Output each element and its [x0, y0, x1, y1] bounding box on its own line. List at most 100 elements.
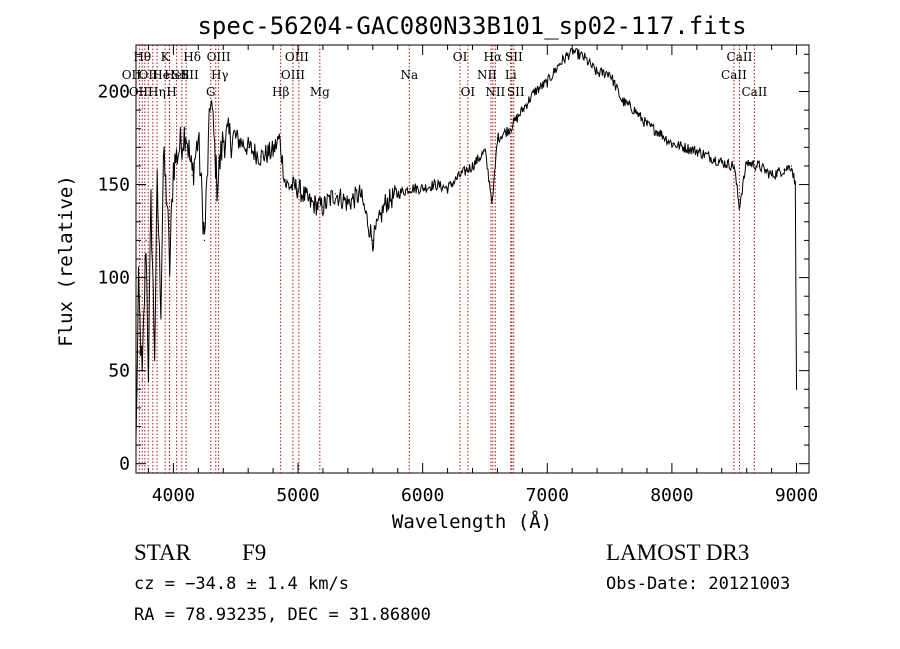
flux-point — [372, 239, 374, 241]
plot-frame — [135, 44, 810, 474]
flux-point — [771, 174, 773, 176]
spectral-line-label: H — [166, 85, 176, 99]
flux-point — [278, 137, 280, 139]
flux-point — [738, 206, 740, 208]
spectral-line-label: CaII — [727, 50, 753, 64]
spectral-line-label: SII — [505, 50, 523, 64]
y-tick-label: 200 — [97, 82, 130, 103]
spectral-line-label: NII — [477, 68, 497, 82]
spectral-line-label: SII — [172, 68, 190, 82]
spectral-line-label: Hθ — [133, 50, 151, 64]
spectral-line-label: SII — [181, 68, 199, 82]
redshift-velocity: cz = −34.8 ± 1.4 km/s — [134, 574, 349, 594]
x-tick-label: 7000 — [526, 485, 569, 506]
y-tick-label: 100 — [97, 268, 130, 289]
spectral-line-label: HeI — [164, 68, 187, 82]
flux-point — [384, 202, 386, 204]
survey-name: LAMOST DR3 — [606, 540, 749, 565]
flux-point — [309, 202, 312, 204]
flux-point — [422, 187, 424, 189]
flux-point — [496, 137, 498, 139]
flux-point — [559, 63, 561, 65]
flux-point — [409, 187, 411, 189]
flux-point — [247, 146, 249, 148]
x-tick-label: 9000 — [775, 485, 818, 506]
flux-point — [162, 156, 164, 158]
flux-point — [154, 351, 156, 353]
spectral-line-label: OIII — [207, 50, 231, 64]
y-tick-label: 150 — [97, 175, 130, 196]
spectral-line-label: He — [152, 68, 170, 82]
spectral-line-label: OII — [139, 68, 159, 82]
flux-point — [696, 150, 698, 152]
flux-point — [210, 90, 212, 93]
chart-title: spec-56204-GAC080N33B101_sp02-117.fits — [197, 12, 746, 40]
flux-point — [459, 174, 461, 176]
spectral-line-markers — [138, 45, 755, 473]
flux-point — [150, 202, 152, 204]
flux-point — [147, 370, 150, 372]
flux-point — [621, 100, 623, 102]
flux-point — [733, 165, 735, 167]
flux-point — [285, 184, 287, 186]
flux-point — [172, 165, 174, 167]
object-class: STAR — [134, 540, 192, 565]
spectral-line-label: Hγ — [211, 68, 229, 82]
flux-point — [584, 57, 586, 59]
spectral-line-label: OI — [461, 85, 476, 99]
flux-point — [708, 156, 710, 158]
sky-coordinates: RA = 78.93235, DEC = 31.86800 — [134, 605, 431, 625]
flux-point — [166, 202, 168, 204]
flux-point — [721, 161, 723, 163]
object-subclass: F9 — [242, 540, 266, 565]
flux-point — [160, 304, 162, 307]
spectral-line-label: OI — [453, 50, 468, 64]
x-tick-label: 6000 — [401, 485, 444, 506]
flux-point — [145, 239, 147, 241]
x-tick-label: 5000 — [276, 485, 319, 506]
y-axis-ticks: 0 50 100 150 200 — [97, 53, 809, 475]
flux-point — [141, 379, 143, 381]
flux-point — [683, 146, 686, 148]
flux-point — [447, 187, 449, 189]
flux-point — [235, 137, 237, 139]
flux-point — [783, 169, 785, 171]
flux-point — [179, 146, 181, 148]
spectral-line-label: Hη — [148, 85, 166, 99]
y-tick-label: 50 — [108, 361, 130, 382]
flux-point — [434, 184, 436, 186]
flux-point — [216, 184, 218, 186]
flux-series-group — [135, 48, 798, 446]
flux-point — [671, 143, 673, 145]
flux-point — [491, 202, 493, 204]
flux-point — [791, 165, 793, 167]
flux-point — [794, 184, 796, 186]
flux-point — [571, 50, 573, 52]
flux-point — [596, 72, 598, 74]
flux-point — [509, 128, 511, 130]
spectral-line-label: CaII — [721, 68, 747, 82]
flux-point — [795, 388, 798, 390]
flux-point — [758, 165, 760, 167]
x-axis-label: Wavelength (Å) — [392, 510, 552, 533]
spectral-line-label: Li — [505, 68, 517, 82]
flux-point — [272, 150, 274, 152]
flux-point — [156, 184, 158, 186]
flux-point — [397, 193, 399, 195]
observation-date: Obs-Date: 20121003 — [606, 574, 790, 594]
spectral-line-label: Hδ — [183, 50, 201, 64]
flux-point — [609, 72, 611, 74]
spectral-line-label: OIII — [285, 50, 309, 64]
flux-point — [646, 124, 648, 126]
flux-point — [222, 137, 224, 139]
spectral-line-label: CaII — [741, 85, 767, 99]
y-tick-label: 0 — [119, 454, 130, 475]
flux-point — [322, 206, 324, 208]
flux-point — [484, 150, 486, 152]
spectral-line-label: Hβ — [272, 85, 289, 99]
y-axis-label: Flux (relative) — [55, 175, 77, 347]
flux-point — [185, 128, 187, 130]
spectral-line-label: Na — [400, 68, 418, 82]
flux-point — [546, 81, 548, 83]
